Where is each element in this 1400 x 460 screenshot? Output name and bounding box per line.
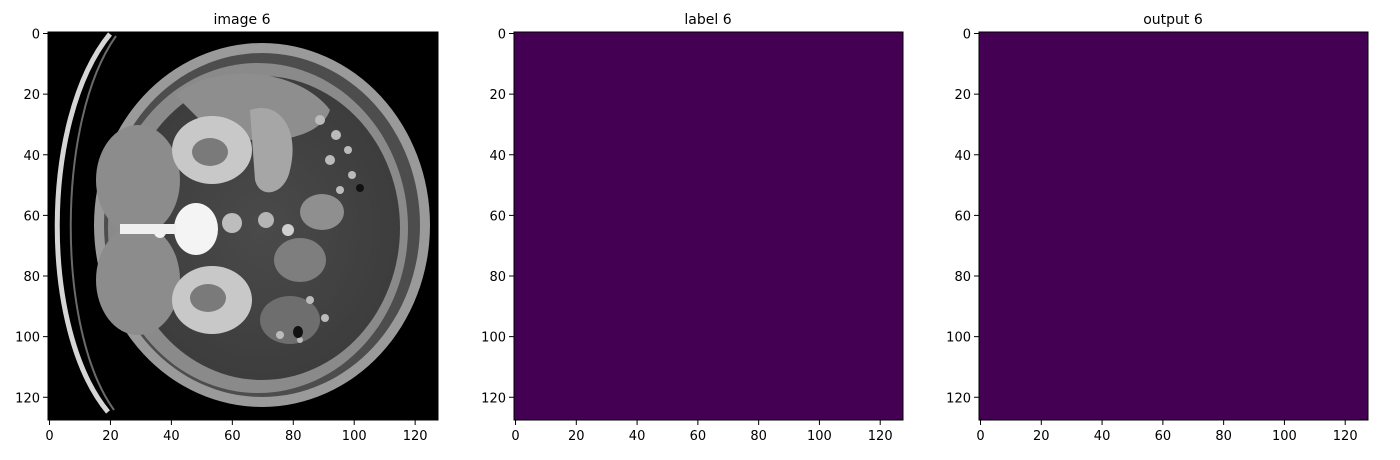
- axes-frame-output: [978, 31, 1369, 421]
- ct-scan-image: [48, 32, 438, 420]
- axis-image: 0 20 40 60 80 100 120 0 20 40 60 80 100 120: [15, 28, 427, 444]
- y-tick-label-label-0: 0: [498, 28, 506, 43]
- y-tick-label-image-1: 20: [23, 88, 40, 103]
- x-tick-label-output-3: 60: [1155, 429, 1172, 444]
- y-tick-label-image-2: 40: [23, 149, 40, 164]
- panel-title-image: image 6: [214, 12, 271, 28]
- y-tick-label-output-4: 80: [954, 270, 971, 285]
- panel-label: label 6 0 20 40 60 80 100 120 0 20 40 60 80 100 120: [481, 12, 904, 444]
- panel-image: image 6: [15, 12, 439, 444]
- x-tick-label-image-2: 40: [163, 429, 180, 444]
- x-tick-label-label-4: 80: [750, 429, 767, 444]
- x-tick-label-output-5: 100: [1272, 429, 1297, 444]
- panel-title-output: output 6: [1143, 12, 1203, 28]
- x-tick-label-label-1: 20: [568, 429, 585, 444]
- y-tick-label-label-5: 100: [481, 331, 506, 346]
- y-tick-label-label-1: 20: [489, 88, 506, 103]
- y-tick-label-image-5: 100: [15, 331, 40, 346]
- panel-title-label: label 6: [684, 12, 731, 28]
- y-tick-label-output-5: 100: [946, 331, 971, 346]
- y-tick-label-image-6: 120: [15, 391, 40, 406]
- y-tick-label-output-3: 60: [954, 209, 971, 224]
- x-tick-label-image-1: 20: [102, 429, 119, 444]
- x-tick-label-label-2: 40: [629, 429, 646, 444]
- x-tick-label-image-0: 0: [45, 429, 53, 444]
- x-tick-label-output-2: 40: [1094, 429, 1111, 444]
- panel-output: output 6 0 20 40 60 80 100 120 0 20 40 60 80 100 120: [946, 12, 1369, 444]
- y-tick-label-output-0: 0: [963, 28, 971, 43]
- x-tick-label-image-4: 80: [285, 429, 302, 444]
- y-tick-label-image-3: 60: [23, 209, 40, 224]
- x-tick-label-label-5: 100: [807, 429, 832, 444]
- y-tick-label-label-2: 40: [489, 149, 506, 164]
- y-tick-label-label-6: 120: [481, 391, 506, 406]
- axes-frame-image: [47, 31, 439, 421]
- x-tick-label-image-5: 100: [342, 429, 367, 444]
- output-mask: [979, 32, 1368, 420]
- x-tick-label-label-0: 0: [511, 429, 519, 444]
- x-tick-label-label-6: 120: [868, 429, 893, 444]
- x-tick-label-output-0: 0: [976, 429, 984, 444]
- y-tick-label-label-4: 80: [489, 270, 506, 285]
- axis-output: 0 20 40 60 80 100 120 0 20 40 60 80 100 120: [946, 28, 1357, 444]
- x-tick-label-label-3: 60: [690, 429, 707, 444]
- y-tick-label-output-2: 40: [954, 149, 971, 164]
- y-tick-label-output-1: 20: [954, 88, 971, 103]
- axes-frame-label: [513, 31, 904, 421]
- x-tick-label-output-4: 80: [1215, 429, 1232, 444]
- axis-label: 0 20 40 60 80 100 120 0 20 40 60 80 100 120: [481, 28, 892, 444]
- x-tick-label-image-3: 60: [224, 429, 241, 444]
- label-mask: [514, 32, 903, 420]
- x-tick-label-output-1: 20: [1033, 429, 1050, 444]
- x-tick-label-image-6: 120: [403, 429, 428, 444]
- y-tick-label-image-0: 0: [32, 28, 40, 43]
- y-tick-label-label-3: 60: [489, 209, 506, 224]
- x-tick-label-output-6: 120: [1333, 429, 1358, 444]
- y-tick-label-image-4: 80: [23, 270, 40, 285]
- y-tick-label-output-6: 120: [946, 391, 971, 406]
